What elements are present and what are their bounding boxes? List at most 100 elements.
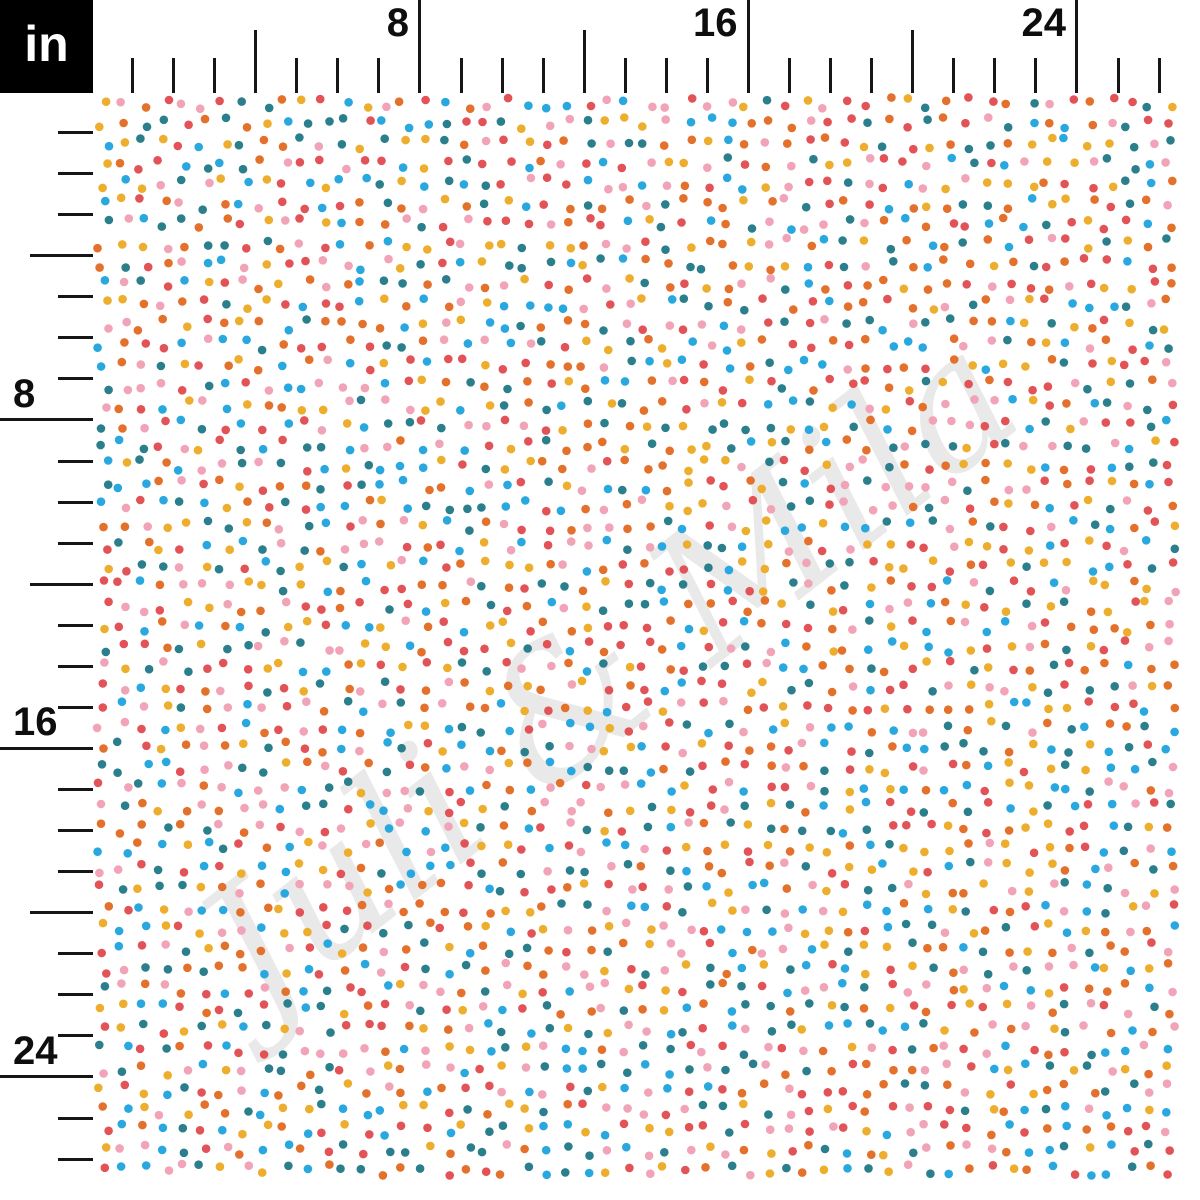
polka-dot [859, 236, 869, 245]
polka-dot [322, 667, 331, 676]
polka-dot [987, 1144, 997, 1153]
polka-dot [805, 445, 814, 455]
polka-dot [765, 358, 774, 368]
polka-dot [947, 153, 956, 163]
polka-dot [1060, 1047, 1069, 1057]
polka-dot [1039, 558, 1049, 567]
polka-dot [1109, 821, 1119, 830]
polka-dot [159, 495, 168, 505]
polka-dot [621, 918, 631, 928]
polka-dot [781, 436, 790, 446]
polka-dot [499, 281, 509, 290]
polka-dot [640, 559, 649, 568]
polka-dot [878, 325, 887, 335]
polka-dot [1143, 506, 1153, 515]
polka-dot [1068, 299, 1077, 308]
polka-dot [281, 758, 291, 767]
polka-dot [945, 524, 955, 534]
ruler-left-tick [58, 1034, 93, 1038]
polka-dot [602, 1103, 611, 1112]
polka-dot [1067, 725, 1076, 734]
polka-dot [163, 701, 173, 710]
ruler-left-tick [58, 131, 93, 135]
polka-dot [578, 260, 587, 270]
polka-dot [558, 560, 567, 569]
polka-dot [1120, 947, 1129, 956]
polka-dot [539, 1107, 548, 1117]
polka-dot [1000, 617, 1010, 626]
polka-dot [699, 377, 709, 387]
polka-dot [539, 970, 548, 979]
polka-dot [746, 237, 756, 247]
polka-dot [215, 1162, 225, 1171]
polka-dot [314, 142, 324, 151]
polka-dot [885, 1003, 895, 1013]
polka-dot [1084, 244, 1093, 253]
polka-dot [626, 336, 635, 346]
polka-dot [463, 504, 472, 514]
polka-dot [988, 1161, 998, 1170]
polka-dot [825, 500, 834, 509]
polka-dot [517, 263, 526, 273]
polka-dot [320, 761, 330, 771]
polka-dot [1041, 417, 1050, 426]
polka-dot [918, 402, 927, 412]
polka-dot [262, 175, 272, 184]
ruler-left-tick [58, 541, 93, 545]
polka-dot [356, 788, 366, 798]
polka-dot [264, 1064, 274, 1073]
polka-dot [940, 1120, 949, 1129]
polka-dot [336, 586, 345, 596]
polka-dot [942, 204, 952, 213]
polka-dot [457, 722, 467, 732]
polka-dot [139, 299, 149, 309]
polka-dot [742, 927, 752, 937]
polka-dot [666, 822, 676, 832]
polka-dot [446, 1063, 455, 1072]
polka-dot [301, 1003, 311, 1012]
polka-dot [360, 156, 370, 165]
polka-dot [970, 158, 979, 168]
polka-dot [541, 1145, 551, 1155]
polka-dot [804, 177, 814, 187]
polka-dot [717, 868, 727, 878]
polka-dot [762, 905, 771, 915]
polka-dot [606, 139, 615, 148]
polka-dot [234, 1048, 243, 1058]
polka-dot [1128, 97, 1137, 107]
polka-dot [477, 1147, 487, 1157]
polka-dot [886, 784, 895, 794]
polka-dot [103, 480, 113, 490]
polka-dot [1029, 848, 1039, 858]
polka-dot [948, 905, 958, 914]
polka-dot [1044, 989, 1054, 998]
polka-dot [217, 782, 226, 792]
polka-dot [136, 495, 145, 505]
polka-dot [758, 294, 767, 303]
polka-dot [1129, 142, 1139, 152]
polka-dot [1161, 294, 1170, 304]
polka-dot [942, 1059, 951, 1069]
polka-dot [699, 926, 709, 936]
polka-dot [1146, 786, 1156, 795]
polka-dot [661, 986, 670, 995]
polka-dot [888, 979, 897, 989]
polka-dot [203, 258, 213, 268]
polka-dot [240, 564, 249, 574]
polka-dot [866, 840, 875, 850]
polka-dot [602, 838, 611, 847]
polka-dot [624, 1020, 633, 1030]
polka-dot [383, 442, 392, 452]
polka-dot [804, 1140, 813, 1150]
polka-dot [1002, 858, 1011, 868]
polka-dot [740, 305, 749, 315]
polka-dot [445, 1108, 454, 1118]
polka-dot [237, 97, 246, 106]
polka-dot [217, 459, 227, 468]
polka-dot [707, 341, 717, 350]
polka-dot [176, 175, 186, 185]
polka-dot [116, 97, 125, 107]
polka-dot [525, 137, 535, 146]
polka-dot [1070, 378, 1080, 388]
polka-dot [1086, 279, 1096, 289]
